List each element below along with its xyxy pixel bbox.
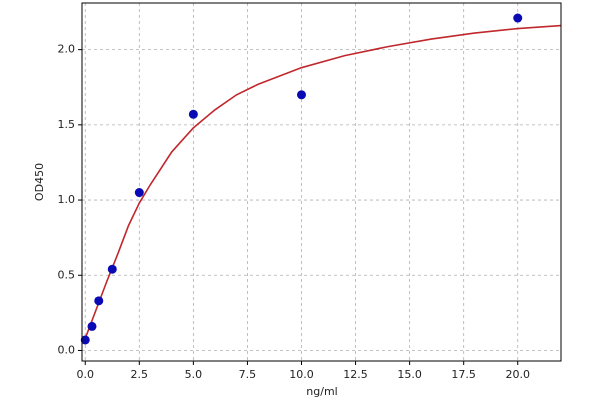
y-tick-label: 1.0 xyxy=(58,193,76,206)
y-axis-label: OD450 xyxy=(33,163,46,201)
x-tick-label: 10.0 xyxy=(289,368,314,381)
y-tick-label: 0.5 xyxy=(58,268,76,281)
data-point xyxy=(80,335,90,345)
data-point xyxy=(513,13,523,23)
y-tick-label: 2.0 xyxy=(58,43,76,56)
x-tick-label: 20.0 xyxy=(505,368,530,381)
data-point xyxy=(296,90,306,100)
x-tick-label: 17.5 xyxy=(451,368,476,381)
x-tick-label: 2.5 xyxy=(131,368,149,381)
fit-curve xyxy=(84,24,561,339)
data-point xyxy=(188,109,198,119)
x-axis-label: ng/ml xyxy=(306,385,337,398)
data-point xyxy=(87,321,97,331)
x-tick-label: 5.0 xyxy=(185,368,203,381)
data-point xyxy=(134,188,144,198)
plot-frame xyxy=(81,2,562,362)
x-tick-label: 15.0 xyxy=(397,368,422,381)
y-tick-label: 1.5 xyxy=(58,118,76,131)
x-tick-label: 12.5 xyxy=(343,368,368,381)
data-point xyxy=(94,296,104,306)
x-tick-label: 0.0 xyxy=(76,368,94,381)
data-point xyxy=(107,264,117,274)
x-tick-label: 7.5 xyxy=(239,368,257,381)
y-tick-label: 0.0 xyxy=(58,343,76,356)
